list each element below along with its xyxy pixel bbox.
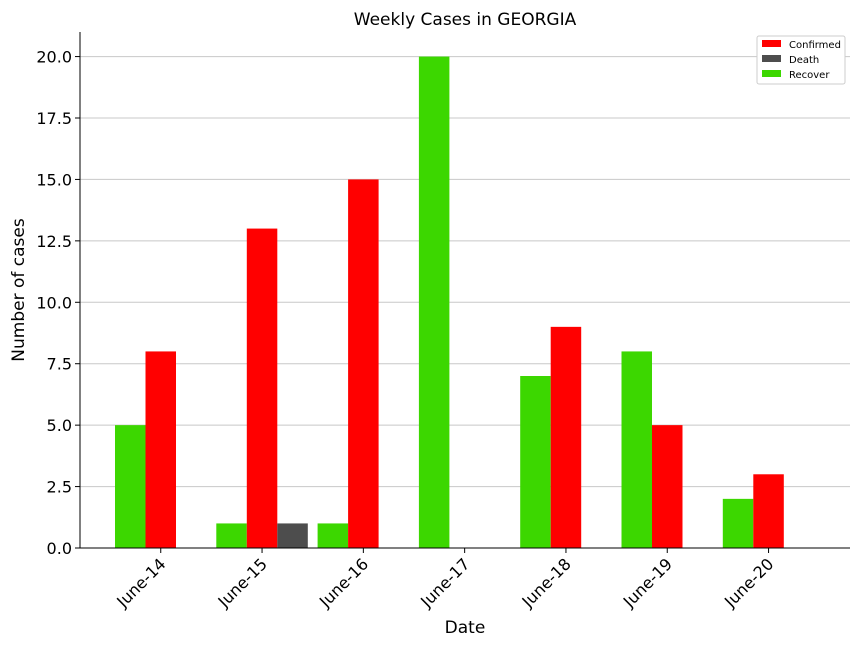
x-tick-label: June-20 [720, 554, 777, 611]
y-tick-label: 2.5 [47, 478, 72, 497]
bar-confirmed [753, 474, 784, 548]
x-axis-label: Date [445, 618, 486, 638]
bar-confirmed [246, 228, 278, 549]
bar-recover [418, 56, 450, 548]
y-axis-label: Number of cases [9, 218, 29, 362]
legend: Confirmed Death Recover [756, 35, 846, 85]
x-tick-label: June-19 [619, 554, 676, 611]
y-tick-label: 12.5 [36, 232, 72, 251]
x-tick-label: June-16 [315, 554, 372, 611]
bar-recover [722, 498, 754, 548]
legend-swatch-confirmed [762, 40, 781, 47]
bar-recover [115, 425, 146, 548]
x-tick-label: June-17 [416, 554, 473, 611]
y-ticks: 0.0 2.5 5.0 7.5 10.0 12.5 15.0 17.5 20.0 [36, 48, 80, 558]
y-tick-label: 20.0 [36, 48, 72, 67]
legend-label-confirmed: Confirmed [789, 40, 841, 51]
y-tick-label: 5.0 [47, 416, 72, 435]
x-ticks: June-14 June-15 June-16 June-17 June-18 June-… [112, 548, 777, 612]
bar-recover [317, 523, 349, 548]
bars [115, 56, 784, 549]
y-tick-label: 7.5 [47, 355, 72, 374]
legend-label-recover: Recover [789, 70, 830, 81]
y-tick-label: 15.0 [36, 170, 72, 189]
legend-swatch-recover [762, 70, 781, 77]
bar-recover [621, 351, 652, 548]
legend-label-death: Death [789, 55, 819, 66]
x-tick-label: June-18 [518, 554, 575, 611]
bar-confirmed [145, 351, 176, 548]
bar-death [277, 523, 308, 548]
legend-swatch-death [762, 55, 781, 62]
bar-confirmed [348, 179, 379, 548]
bar-confirmed [550, 326, 582, 548]
y-tick-label: 10.0 [36, 293, 72, 312]
bar-recover [520, 376, 551, 548]
y-tick-label: 17.5 [36, 109, 72, 128]
x-tick-label: June-15 [214, 554, 271, 611]
bar-recover [216, 523, 247, 548]
x-tick-label: June-14 [112, 554, 169, 611]
chart-title: Weekly Cases in GEORGIA [354, 10, 577, 30]
gridlines [80, 56, 850, 488]
y-tick-label: 0.0 [47, 539, 72, 558]
axes [79, 32, 850, 549]
bar-confirmed [652, 425, 683, 548]
